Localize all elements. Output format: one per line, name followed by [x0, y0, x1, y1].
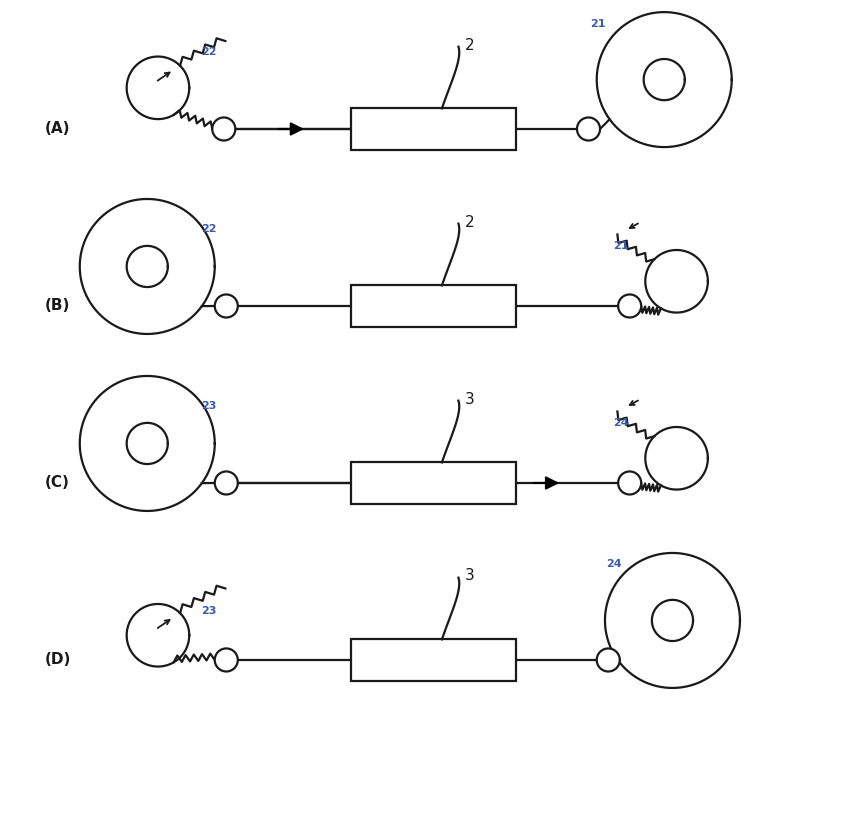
Text: 2: 2 — [465, 215, 475, 230]
Text: (A): (A) — [45, 121, 71, 136]
Bar — [351, 108, 516, 150]
Circle shape — [597, 648, 620, 672]
Circle shape — [212, 117, 236, 140]
Text: (B): (B) — [45, 298, 71, 314]
Circle shape — [214, 294, 237, 317]
Text: 3: 3 — [465, 568, 475, 583]
Bar — [351, 639, 516, 681]
Text: 23: 23 — [202, 401, 217, 411]
Text: 21: 21 — [614, 241, 629, 251]
Text: 24: 24 — [614, 418, 629, 428]
Text: 21: 21 — [590, 18, 606, 29]
Bar — [351, 286, 516, 326]
Circle shape — [214, 648, 237, 672]
Text: 22: 22 — [202, 46, 217, 56]
Circle shape — [618, 294, 641, 317]
Bar — [351, 463, 516, 504]
Text: 3: 3 — [465, 392, 475, 406]
Text: 23: 23 — [202, 606, 217, 616]
Text: 24: 24 — [607, 559, 622, 569]
Circle shape — [214, 472, 237, 495]
Circle shape — [618, 472, 641, 495]
Text: 22: 22 — [202, 224, 217, 234]
Circle shape — [577, 117, 600, 140]
Text: 2: 2 — [465, 37, 475, 53]
Text: (D): (D) — [45, 653, 71, 667]
Text: (C): (C) — [45, 476, 70, 491]
